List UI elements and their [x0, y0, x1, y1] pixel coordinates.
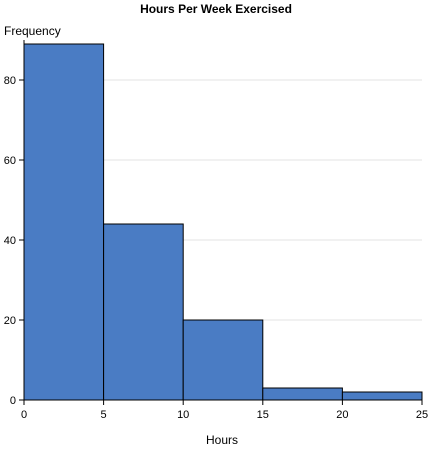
- x-tick-label-0: 0: [21, 409, 27, 421]
- histogram-bar-2: [182, 319, 264, 401]
- axes: 0 20 40 60 80 0 5 10 15 20 25: [4, 40, 428, 421]
- histogram-bar-0: [23, 43, 105, 401]
- histogram-bar-3: [262, 387, 343, 401]
- y-axis-label: Frequency: [4, 24, 61, 38]
- x-tick-label-1: 5: [101, 409, 107, 421]
- x-tick-label-5: 25: [416, 409, 428, 421]
- x-tick-label-4: 20: [336, 409, 348, 421]
- x-axis-label: Hours: [206, 433, 238, 447]
- x-tick-label-2: 10: [177, 409, 189, 421]
- histogram-bar-4: [341, 391, 423, 401]
- chart-title: Hours Per Week Exercised: [140, 2, 292, 16]
- y-tick-label-4: 80: [4, 75, 16, 87]
- y-tick-label-1: 20: [4, 315, 16, 327]
- bars: [23, 43, 423, 401]
- y-tick-label-0: 0: [10, 395, 16, 407]
- x-tick-label-3: 15: [257, 409, 269, 421]
- y-tick-label-2: 40: [4, 235, 16, 247]
- histogram-bar-1: [103, 223, 184, 401]
- y-tick-label-3: 60: [4, 155, 16, 167]
